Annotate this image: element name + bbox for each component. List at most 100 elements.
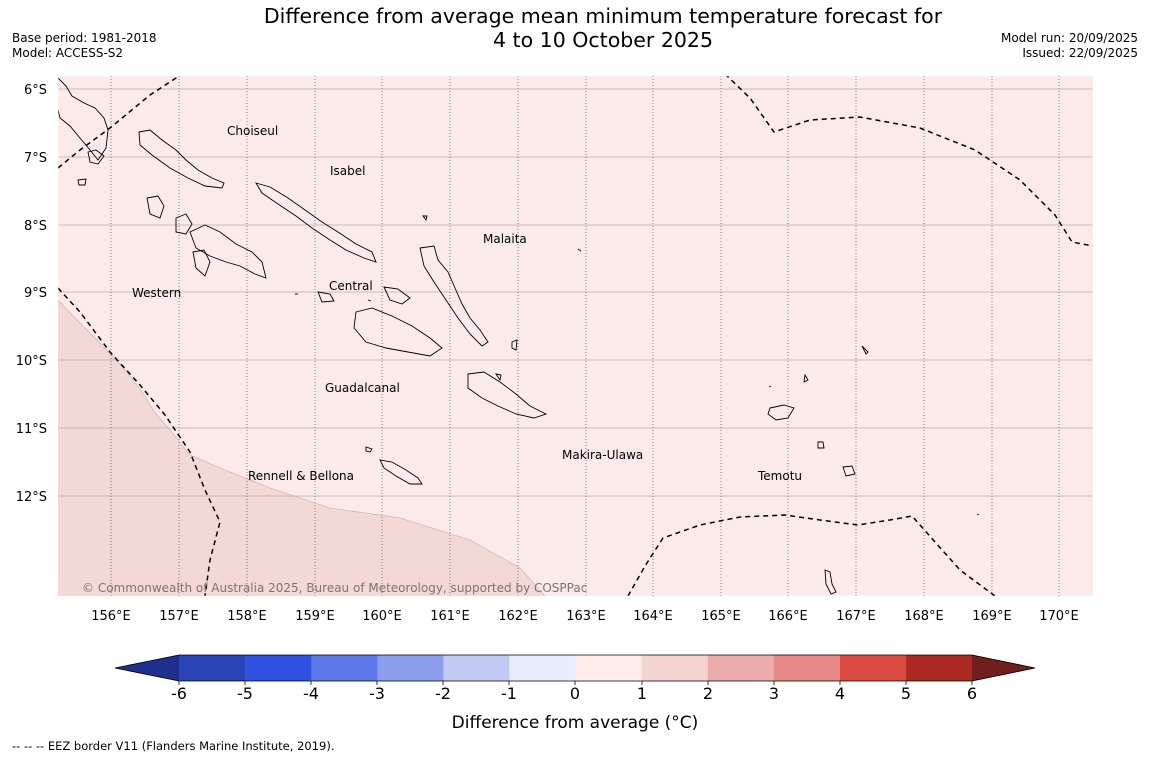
colorbar-segment	[245, 655, 312, 681]
region-label-central: Central	[329, 279, 373, 293]
colorbar-segment	[840, 655, 907, 681]
santa-cruz-island	[767, 404, 795, 421]
rendova-island	[192, 249, 211, 277]
colorbar-segment	[972, 655, 1035, 681]
small-island-368	[367, 299, 372, 302]
lat-label: 12°S	[16, 490, 47, 505]
lat-label: 11°S	[16, 422, 47, 437]
lon-label: 165°E	[701, 609, 741, 624]
colorbar-segment	[707, 655, 775, 681]
lon-label: 157°E	[159, 609, 199, 624]
reef-islands	[803, 373, 809, 383]
guadalcanal-island	[353, 307, 443, 357]
eez-borders	[58, 76, 1093, 596]
coastlines	[58, 77, 980, 595]
colorbar-tick-label: 2	[703, 684, 713, 703]
region-label-rennell-bellona: Rennell & Bellona	[248, 469, 354, 483]
ulawa-island	[511, 339, 518, 351]
colorbar-segment	[575, 655, 642, 681]
base-period: Base period: 1981-2018	[12, 31, 157, 45]
colorbar-tick-label: -2	[435, 684, 451, 703]
bellona-island	[365, 446, 373, 453]
colorbar-segment	[377, 655, 444, 681]
makira-island	[467, 371, 548, 419]
title-line-2: 4 to 10 October 2025	[493, 28, 713, 52]
colorbar-tick-label: 4	[835, 684, 845, 703]
colorbar-segment	[906, 655, 973, 681]
lon-label: 162°E	[498, 609, 538, 624]
treasury-island	[77, 178, 87, 186]
region-label-western: Western	[132, 286, 181, 300]
lat-label: 9°S	[24, 286, 47, 301]
kolombangara-island	[175, 213, 193, 235]
rennell-island	[379, 459, 423, 485]
map-frame	[57, 75, 1094, 597]
colorbar-segment	[311, 655, 378, 681]
lat-label: 10°S	[16, 354, 47, 369]
lon-label: 161°E	[430, 609, 470, 624]
santa-isabel-island	[255, 182, 377, 263]
eez-footnote: -- -- -- EEZ border V11 (Flanders Marine…	[12, 739, 335, 753]
title-line-1: Difference from average mean minimum tem…	[263, 4, 943, 28]
colorbar-tick-marks	[178, 681, 973, 685]
colorbar-tick-label: -3	[369, 684, 385, 703]
lon-label: 167°E	[836, 609, 876, 624]
lat-label: 7°S	[24, 151, 47, 166]
colorbar-segment	[179, 655, 246, 681]
colorbar-segment	[773, 655, 841, 681]
info-right: Model run: 20/09/2025 Issued: 22/09/2025	[1001, 31, 1138, 61]
ontong-java-island	[422, 215, 428, 222]
lon-label: 170°E	[1039, 609, 1079, 624]
lon-label: 169°E	[972, 609, 1012, 624]
colorbar-segment	[641, 655, 709, 681]
lat-label: 6°S	[24, 83, 47, 98]
colorbar-tick-label: 3	[769, 684, 779, 703]
small-island-496	[495, 373, 502, 382]
lon-label: 158°E	[227, 609, 267, 624]
lon-label: 156°E	[91, 609, 131, 624]
lat-label: 8°S	[24, 219, 47, 234]
utupua-island	[817, 441, 825, 449]
colorbar-tick-label: -1	[501, 684, 517, 703]
info-left: Base period: 1981-2018 Model: ACCESS-S2	[12, 31, 157, 61]
colorbar-tick-label: 1	[637, 684, 647, 703]
model-run: Model run: 20/09/2025	[1000, 31, 1138, 45]
issued-date: Issued: 22/09/2025	[1022, 46, 1138, 60]
chart-title: Difference from average mean minimum tem…	[0, 4, 1150, 52]
malaita-island	[419, 245, 489, 347]
lon-label: 166°E	[768, 609, 808, 624]
lon-label: 163°E	[566, 609, 606, 624]
colorbar-tick-label: -5	[237, 684, 253, 703]
region-label-malaita: Malaita	[483, 232, 527, 246]
vanikoro-island	[842, 465, 856, 477]
lon-label: 168°E	[904, 609, 944, 624]
region-label-guadalcanal: Guadalcanal	[325, 381, 400, 395]
duff-islands	[861, 345, 869, 355]
small-island-770	[768, 385, 772, 388]
shortland-islands	[87, 149, 105, 165]
anomaly-1-2-area	[58, 299, 546, 596]
colorbar	[114, 654, 1036, 682]
russell-islands	[317, 291, 335, 303]
lon-label: 159°E	[295, 609, 335, 624]
tikopia-island	[824, 569, 837, 595]
colorbar-segment	[115, 655, 179, 681]
copyright-notice: © Commonwealth of Australia 2025, Bureau…	[82, 581, 587, 595]
region-label-choiseul: Choiseul	[227, 124, 278, 138]
sikaiana-island	[577, 248, 582, 252]
colorbar-segment	[443, 655, 510, 681]
colorbar-tick-label: 6	[967, 684, 977, 703]
colorbar-tick-label: 5	[901, 684, 911, 703]
lon-label: 160°E	[362, 609, 402, 624]
model-name: Model: ACCESS-S2	[12, 46, 124, 60]
bougainville-island	[58, 77, 109, 161]
region-label-makira-ulawa: Makira-Ulawa	[562, 448, 643, 462]
vella-lavella-island	[146, 195, 165, 219]
colorbar-tick-label: -6	[171, 684, 187, 703]
new-georgia-island	[189, 224, 267, 279]
region-label-isabel: Isabel	[330, 164, 365, 178]
region-label-temotu: Temotu	[757, 469, 802, 483]
small-island-977	[976, 513, 980, 516]
colorbar-tick-label: -4	[303, 684, 319, 703]
